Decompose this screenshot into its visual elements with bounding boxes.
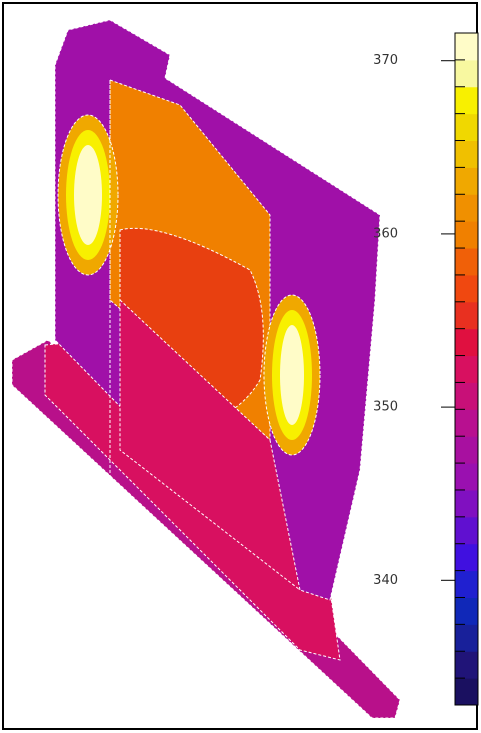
color-band <box>455 355 478 383</box>
model <box>11 19 401 719</box>
color-band <box>455 194 478 222</box>
color-band <box>455 113 478 142</box>
color-band <box>455 570 478 598</box>
color-band <box>455 248 478 276</box>
color-band <box>455 624 478 652</box>
color-band <box>455 59 478 88</box>
tick-label: 350 <box>373 400 398 415</box>
colorbar-border <box>454 32 479 706</box>
color-band <box>455 409 478 437</box>
color-band <box>455 167 478 195</box>
color-band <box>455 597 478 625</box>
color-band <box>455 274 478 303</box>
color-band <box>455 221 478 249</box>
color-band <box>455 86 478 115</box>
tick-label: 340 <box>373 573 398 588</box>
color-band <box>455 140 478 168</box>
color-band <box>455 33 478 61</box>
colorbar: 340 350 360 370 <box>373 32 479 706</box>
color-band <box>455 678 478 706</box>
tick-label: 360 <box>373 226 398 241</box>
color-band <box>455 328 478 357</box>
color-band <box>455 651 478 679</box>
color-band <box>455 301 478 330</box>
color-band <box>455 436 478 464</box>
cool-region <box>119 298 301 592</box>
hotspot-left-center <box>74 145 102 245</box>
color-band <box>455 543 478 572</box>
tick-label: 370 <box>373 53 398 68</box>
color-band <box>455 489 478 518</box>
color-band <box>455 463 478 491</box>
color-band <box>455 516 478 545</box>
hotspot-right-center <box>280 325 304 425</box>
color-band <box>455 382 478 410</box>
